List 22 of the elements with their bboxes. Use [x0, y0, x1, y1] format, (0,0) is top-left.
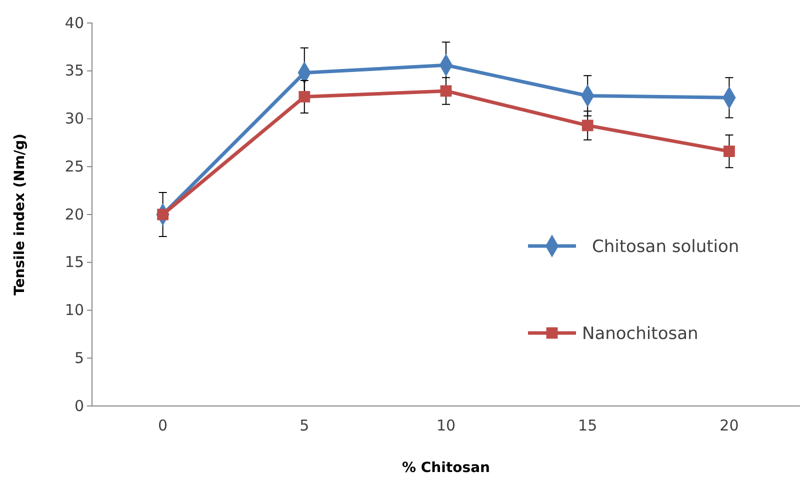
point [724, 146, 735, 158]
y-tick-label: 20 [64, 205, 84, 224]
x-tick-label: 0 [158, 416, 168, 435]
point [440, 85, 452, 97]
y-tick-label: 30 [64, 110, 84, 128]
y-tick-label: 5 [74, 348, 84, 367]
x-tick-label: 20 [720, 416, 739, 435]
y-tick-label: 35 [64, 62, 84, 80]
y-tick-label: 25 [64, 157, 84, 176]
legend-label: Chitosan solution [592, 237, 740, 257]
x-tick-label: 5 [300, 416, 310, 435]
point [298, 91, 310, 102]
y-tick-label: 15 [64, 253, 84, 272]
y-tick-label: 10 [64, 301, 84, 320]
point [582, 120, 594, 132]
x-axis-title: % Chitosan [402, 460, 490, 476]
y-tick-label: 0 [74, 396, 84, 415]
y-tick-label: 40 [64, 14, 84, 32]
x-tick-label: 15 [578, 416, 598, 435]
x-tick-label: 10 [436, 416, 456, 435]
legend-label: Nanochitosan [582, 324, 698, 344]
y-axis-title: Tensile index (Nm/g) [12, 134, 28, 296]
